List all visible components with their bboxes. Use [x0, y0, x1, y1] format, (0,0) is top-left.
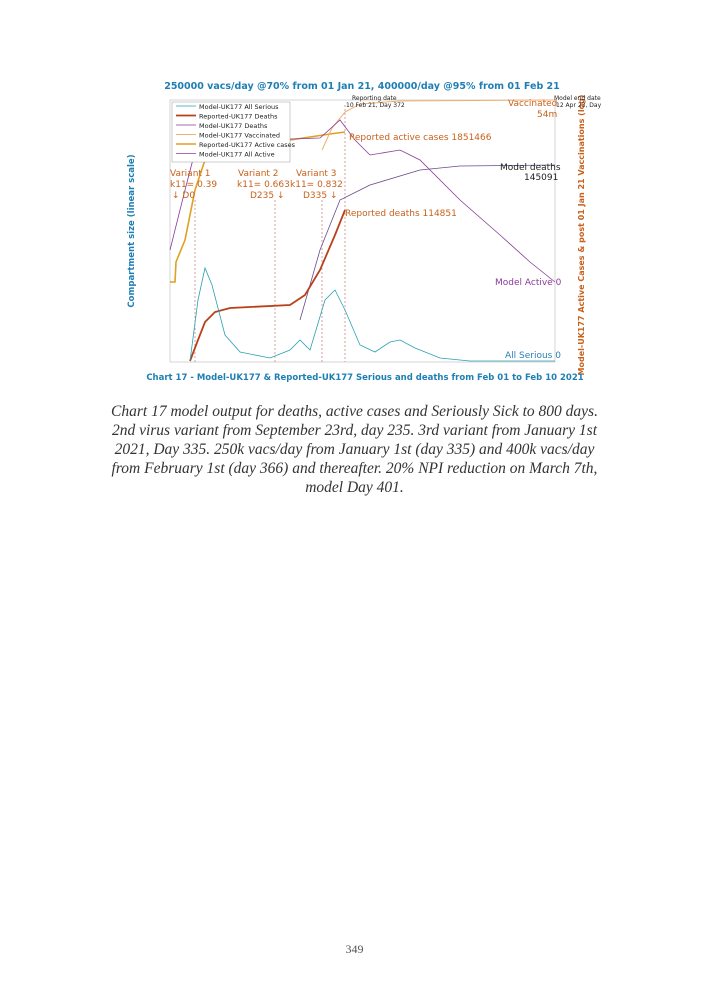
vaccinated-curve: [321, 99, 556, 151]
caption-line: 2021, Day 335. 250k vacs/day from Januar…: [114, 441, 595, 458]
plot-frame: [169, 99, 556, 363]
y-axis-label: Compartment size (linear scale): [127, 154, 137, 307]
annotation: 145091: [524, 173, 558, 183]
chart-figure: 250000 vacs/day @70% from 01 Jan 21, 400…: [127, 81, 602, 383]
annotation: Model Active 0: [495, 278, 562, 288]
annotation: All Serious 0: [505, 351, 561, 361]
legend-label: Model-UK177 All Serious: [199, 103, 279, 111]
annotation: Reported active cases 1851466: [349, 133, 492, 143]
annotation: Model end date: [554, 95, 601, 102]
legend-label: Reported-UK177 Deaths: [199, 113, 278, 121]
annotation: ↓ D0: [172, 191, 195, 201]
legend-label: Model-UK177 Deaths: [199, 122, 268, 130]
annotation: D335 ↓: [303, 191, 338, 201]
bottom-title: Chart 17 - Model-UK177 & Reported-UK177 …: [146, 373, 583, 383]
annotation: 10 Feb 21, Day 372: [346, 102, 405, 109]
annotation: 54m: [537, 110, 557, 120]
annotation: Reported deaths 114851: [345, 209, 457, 219]
page-number: 349: [345, 942, 364, 956]
caption-line: 2nd virus variant from September 23rd, d…: [111, 422, 598, 439]
legend-label: Reported-UK177 Active cases: [199, 141, 296, 149]
legend-label: Model-UK177 All Active: [199, 151, 275, 159]
caption: Chart 17 model output for deaths, active…: [80, 402, 629, 497]
y2-axis-label: Model-UK177 Active Cases & post 01 Jan 2…: [577, 95, 586, 376]
legend-label: Model-UK177 Vaccinated: [199, 132, 280, 140]
annotations: Variant 1 k11= 0.39 ↓ D0 Variant 2 k11= …: [170, 99, 557, 219]
legend: Model-UK177 All Serious Reported-UK177 De…: [171, 101, 296, 163]
reported-deaths-curve: [189, 209, 346, 362]
annotation: k11= 0.832: [290, 180, 343, 190]
annotation: 12 Apr 23, Day: [556, 102, 602, 109]
end-labels: Model deaths 145091 Model Active 0 All S…: [495, 163, 562, 361]
annotation: Reporting date: [352, 95, 397, 102]
caption-line: from February 1st (day 366) and thereaft…: [111, 460, 598, 477]
annotation: k11= 0.663: [237, 180, 290, 190]
chart-title: 250000 vacs/day @70% from 01 Jan 21, 400…: [164, 81, 560, 92]
caption-line: model Day 401.: [305, 479, 404, 496]
model-deaths-curve: [299, 164, 556, 321]
annotation: Variant 2: [238, 169, 279, 179]
annotation: Variant 1: [170, 169, 211, 179]
annotation: Vaccinated: [508, 99, 557, 109]
annotation: D235 ↓: [250, 191, 285, 201]
annotation: k11= 0.39: [170, 180, 217, 190]
marker-lines: [194, 105, 346, 362]
annotation: Variant 3: [296, 169, 337, 179]
date-annotations: Reporting date 10 Feb 21, Day 372 Model …: [346, 95, 602, 109]
model-serious-curve: [189, 266, 555, 362]
caption-line: Chart 17 model output for deaths, active…: [111, 403, 598, 420]
annotation: Model deaths: [500, 163, 561, 173]
